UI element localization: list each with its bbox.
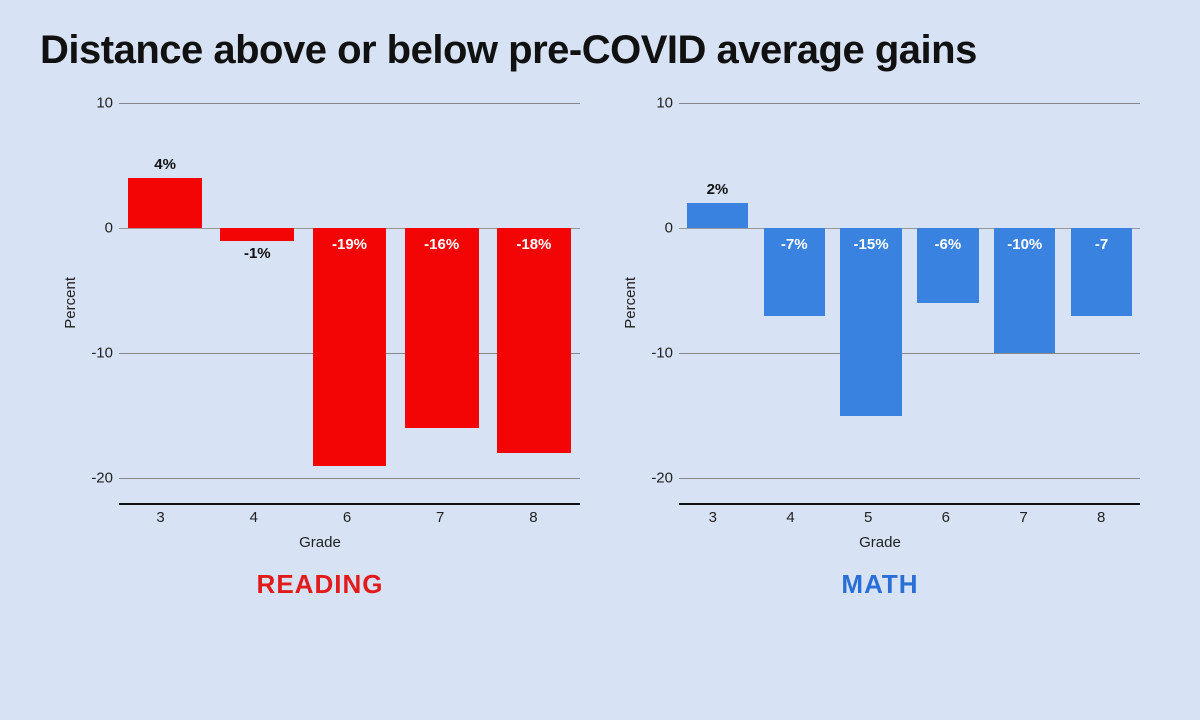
bar-value-label: -19%: [332, 236, 367, 253]
x-ticks: 34678: [60, 509, 580, 526]
y-tick: -20: [91, 470, 113, 487]
plot-area: Percent100-10-202%-7%-15%-6%-10%-7: [620, 103, 1140, 503]
x-tick: 6: [907, 509, 985, 526]
y-tick: 0: [105, 220, 113, 237]
plot-area: Percent100-10-204%-1%-19%-16%-18%: [60, 103, 580, 503]
gridline: [119, 478, 580, 479]
bar-value-label: -7%: [781, 236, 808, 253]
y-tick: 10: [656, 95, 673, 112]
bar: [128, 178, 202, 228]
y-ticks: 100-10-20: [81, 103, 119, 503]
x-tick: 4: [207, 509, 300, 526]
bar: [313, 228, 387, 466]
bar: [220, 228, 294, 241]
gridline: [679, 103, 1140, 104]
y-ticks: 100-10-20: [641, 103, 679, 503]
x-tick: 3: [114, 509, 207, 526]
y-tick: -20: [651, 470, 673, 487]
bar-value-label: 2%: [707, 181, 729, 198]
x-tick: 4: [752, 509, 830, 526]
charts-row: Percent100-10-204%-1%-19%-16%-18%34678Gr…: [0, 83, 1200, 600]
bar: [687, 203, 748, 228]
y-tick: -10: [91, 345, 113, 362]
x-axis-baseline: [119, 503, 580, 505]
gridline: [679, 478, 1140, 479]
bar: [840, 228, 901, 416]
bar-value-label: -6%: [935, 236, 962, 253]
y-axis-label: Percent: [60, 277, 81, 329]
bar-value-label: 4%: [154, 156, 176, 173]
x-tick: 7: [394, 509, 487, 526]
bar-value-label: -16%: [424, 236, 459, 253]
x-axis-label: Grade: [299, 534, 341, 551]
chart-name-label: READING: [257, 569, 384, 600]
y-axis-label: Percent: [620, 277, 641, 329]
x-axis-baseline: [679, 503, 1140, 505]
chart-name-label: MATH: [841, 569, 918, 600]
x-ticks: 345678: [620, 509, 1140, 526]
bar: [497, 228, 571, 453]
x-tick: 6: [300, 509, 393, 526]
x-tick: 8: [1062, 509, 1140, 526]
y-tick: 10: [96, 95, 113, 112]
bar: [405, 228, 479, 428]
bar-value-label: -18%: [516, 236, 551, 253]
x-axis-label: Grade: [859, 534, 901, 551]
x-tick: 3: [674, 509, 752, 526]
y-tick: 0: [665, 220, 673, 237]
bar-value-label: -10%: [1007, 236, 1042, 253]
bar-value-label: -7: [1095, 236, 1108, 253]
bar-value-label: -1%: [244, 245, 271, 262]
plot: 2% -7% -15% -6% -10% -7: [679, 103, 1140, 503]
chart-title: Distance above or below pre-COVID averag…: [0, 0, 1200, 83]
gridline: [119, 103, 580, 104]
plot: 4% -1% -19% -16% -18%: [119, 103, 580, 503]
bar-value-label: -15%: [854, 236, 889, 253]
x-tick: 8: [487, 509, 580, 526]
gridline: [679, 353, 1140, 354]
chart-reading: Percent100-10-204%-1%-19%-16%-18%34678Gr…: [60, 103, 580, 600]
chart-math: Percent100-10-202%-7%-15%-6%-10%-7345678…: [620, 103, 1140, 600]
x-tick: 7: [985, 509, 1063, 526]
y-tick: -10: [651, 345, 673, 362]
x-tick: 5: [829, 509, 907, 526]
